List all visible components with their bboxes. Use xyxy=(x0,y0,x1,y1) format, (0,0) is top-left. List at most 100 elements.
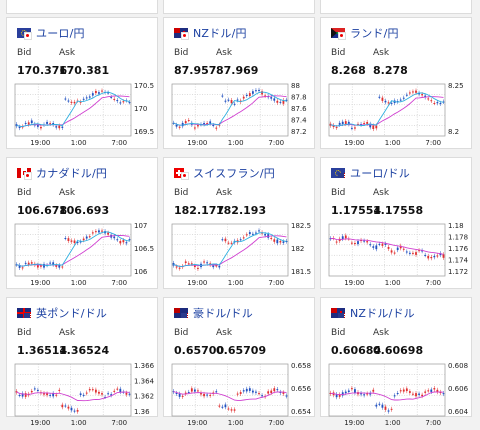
currency-pair-link[interactable]: NZドル/円 xyxy=(193,27,247,40)
currency-pair-link[interactable]: NZドル/ドル xyxy=(350,307,415,320)
y-tick-label: 1.178 xyxy=(448,234,468,242)
card-title[interactable]: NZドル/ドル xyxy=(331,306,415,320)
candle xyxy=(227,99,230,101)
candle xyxy=(436,102,439,104)
candle xyxy=(412,252,414,254)
candlestick-chart[interactable]: 1.366 1.364 1.362 1.36 19:00 1:00 7:00 xyxy=(11,362,157,430)
candle xyxy=(384,100,387,103)
card-title[interactable]: ユーロ/円 xyxy=(17,26,85,40)
candle xyxy=(193,389,196,392)
candle xyxy=(230,100,233,104)
candle xyxy=(248,232,251,235)
candlestick-chart[interactable]: 182.5 182 181.5 19:00 1:00 7:00 xyxy=(168,222,314,290)
moving-average-line xyxy=(16,231,130,267)
rate-card[interactable]: カナダドル/円 Bid Ask 106.678 106.693 107 106.5 106 19… xyxy=(6,157,158,289)
currency-pair-link[interactable]: 豪ドル/ドル xyxy=(193,307,253,320)
candle xyxy=(27,122,30,125)
candle xyxy=(276,100,279,103)
candle xyxy=(366,121,369,124)
candle xyxy=(215,265,218,267)
candle xyxy=(273,239,276,242)
bid-label: Bid xyxy=(17,328,32,338)
candle xyxy=(396,247,399,251)
candlestick-chart[interactable]: 0.608 0.606 0.604 19:00 1:00 7:00 xyxy=(325,362,471,430)
moving-average-line xyxy=(330,237,444,255)
y-tick-label: 0.606 xyxy=(448,385,469,393)
candle xyxy=(206,394,209,396)
bid-value: 0.65700 xyxy=(174,344,225,357)
candle xyxy=(427,255,430,259)
candle xyxy=(55,265,58,267)
currency-pair-link[interactable]: ユーロ/ドル xyxy=(350,167,410,180)
y-tick-label: 1.176 xyxy=(448,245,469,253)
chart-frame xyxy=(328,223,446,277)
x-tick-label: 7:00 xyxy=(425,139,441,147)
currency-pair-link[interactable]: 英ポンド/ドル xyxy=(36,307,108,320)
card-title[interactable]: NZドル/円 xyxy=(174,26,247,40)
rate-card[interactable]: ユーロ/ドル Bid Ask 1.17554 1.17558 1.18 1.178 1.176… xyxy=(320,157,472,289)
rate-card[interactable]: 英ポンド/ドル Bid Ask 1.36514 1.36524 1.366 1.364 1.3… xyxy=(6,297,158,427)
x-tick-label: 1:00 xyxy=(385,139,401,147)
rate-card[interactable]: 豪ドル/ドル Bid Ask 0.65700 0.65709 0.658 0.656 0.65… xyxy=(163,297,315,427)
candle xyxy=(175,392,178,394)
y-tick-label: 0.656 xyxy=(291,385,312,393)
card-title[interactable]: スイスフラン/円 xyxy=(174,166,275,180)
candlestick-chart[interactable]: 107 106.5 106 19:00 1:00 7:00 xyxy=(11,222,157,290)
candle xyxy=(427,98,430,100)
candle xyxy=(85,236,88,239)
candle xyxy=(261,395,263,397)
candle xyxy=(91,232,94,234)
rate-card[interactable]: ユーロ/円 Bid Ask 170.376 170.381 170.5 170 169.5 19… xyxy=(6,17,158,149)
card-title[interactable]: カナダドル/円 xyxy=(17,166,107,180)
card-title[interactable]: ユーロ/ドル xyxy=(331,166,410,180)
candle xyxy=(101,90,103,92)
candlestick-chart[interactable]: 8.25 8.2 19:00 1:00 7:00 xyxy=(325,82,471,150)
candle xyxy=(366,241,369,243)
currency-pair-link[interactable]: ランド/円 xyxy=(350,27,399,40)
card-title[interactable]: 英ポンド/ドル xyxy=(17,306,107,320)
candle xyxy=(399,390,402,392)
candle xyxy=(190,263,193,265)
rate-card[interactable]: ランド/円 Bid Ask 8.268 8.278 8.25 8.2 19:00 1:00 7:0… xyxy=(320,17,472,149)
candle xyxy=(113,390,116,392)
candle xyxy=(203,122,205,125)
rate-card[interactable]: スイスフラン/円 Bid Ask 182.177 182.193 182.5 182 181.… xyxy=(163,157,315,289)
candle xyxy=(110,394,113,396)
candle xyxy=(408,391,411,393)
candlestick-chart[interactable]: 0.658 0.656 0.654 19:00 1:00 7:00 xyxy=(168,362,314,430)
candle xyxy=(354,243,356,245)
candle xyxy=(436,255,439,257)
candlestick-chart[interactable]: 170.5 170 169.5 19:00 1:00 7:00 xyxy=(11,82,157,150)
candle xyxy=(264,234,267,236)
candle xyxy=(393,395,396,397)
currency-pair-link[interactable]: カナダドル/円 xyxy=(36,167,108,180)
candle xyxy=(101,230,103,232)
moving-average-line xyxy=(16,391,130,402)
candlestick-chart[interactable]: 88 87.8 87.6 87.4 87.2 19:00 1:00 7:00 xyxy=(168,82,314,150)
currency-pair-link[interactable]: スイスフラン/円 xyxy=(193,167,275,180)
y-tick-label: 0.654 xyxy=(291,408,312,416)
bid-value: 87.957 xyxy=(174,64,217,77)
ask-value: 8.278 xyxy=(373,64,408,77)
rate-card[interactable]: NZドル/円 Bid Ask 87.957 87.969 88 87.8 87.6 87.4 87… xyxy=(163,17,315,149)
y-tick-label: 1.174 xyxy=(448,257,469,265)
candlestick-chart[interactable]: 1.18 1.178 1.176 1.174 1.172 19:00 1:00 7:00 xyxy=(325,222,471,290)
candle xyxy=(341,121,344,124)
candle xyxy=(347,121,350,125)
candle xyxy=(218,405,221,407)
candle xyxy=(402,248,405,250)
candle xyxy=(18,265,21,268)
candle xyxy=(49,262,52,264)
rate-card[interactable]: NZドル/ドル Bid Ask 0.60684 0.60698 0.608 0.606 0.6… xyxy=(320,297,472,427)
candle xyxy=(116,388,119,390)
candle xyxy=(248,388,251,391)
candle xyxy=(396,393,399,395)
currency-flag-icon xyxy=(17,28,32,40)
candle xyxy=(242,237,245,239)
x-tick-label: 7:00 xyxy=(425,279,441,287)
card-title[interactable]: 豪ドル/ドル xyxy=(174,306,253,320)
candle xyxy=(187,263,190,265)
card-title[interactable]: ランド/円 xyxy=(331,26,399,40)
bid-label: Bid xyxy=(17,48,32,58)
currency-pair-link[interactable]: ユーロ/円 xyxy=(36,27,85,40)
